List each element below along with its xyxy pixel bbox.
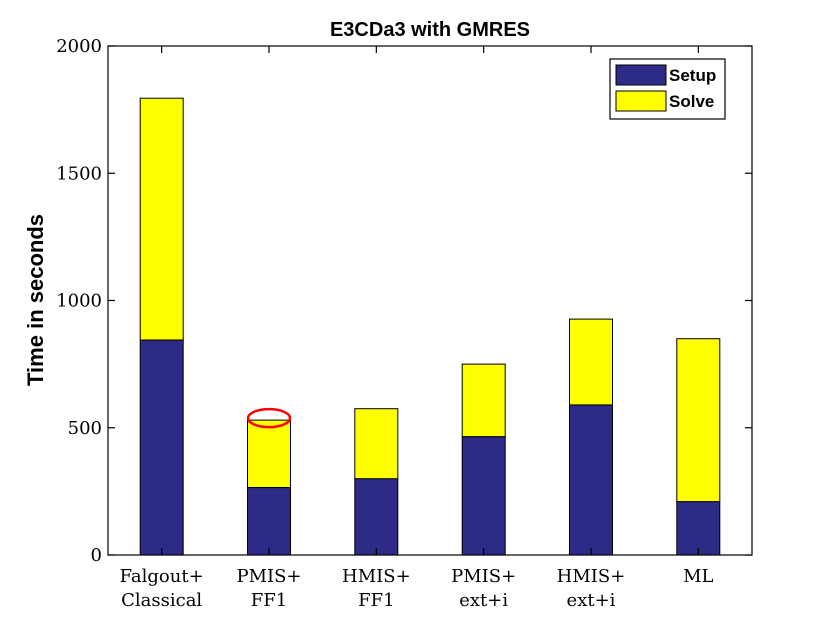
x-tick-label: PMIS+ [236, 566, 301, 587]
bar-setup-3 [461, 436, 506, 556]
y-tick-label: 2000 [56, 36, 102, 57]
x-tick-label: FF1 [358, 590, 394, 611]
legend-swatch-setup [615, 64, 667, 86]
bar-solve-4 [569, 318, 613, 406]
axes-group: 0 500 1000 1500 2000 Falgout+ Classical PMIS+ FF… [56, 36, 753, 611]
x-tick-label: ext+i [567, 590, 616, 611]
legend-label-solve: Solve [669, 92, 714, 111]
bar-setup-5 [676, 501, 721, 556]
x-tick-label: ML [683, 566, 713, 587]
legend-swatch-solve [615, 90, 667, 112]
plot-frame [107, 45, 753, 556]
x-tick-label: Falgout+ [120, 566, 204, 587]
bar-solve-5 [676, 338, 721, 503]
x-tick-label: HMIS+ [342, 566, 411, 587]
y-axis-label: Time in seconds [23, 214, 48, 386]
x-tick-label: PMIS+ [451, 566, 516, 587]
bars-group [139, 97, 721, 556]
x-tick-label: FF1 [251, 590, 287, 611]
legend-label-setup: Setup [669, 66, 716, 85]
y-tick-label: 1500 [56, 163, 102, 184]
bar-setup-1 [247, 487, 291, 556]
bar-solve-0 [139, 97, 184, 341]
x-tick-label: ext+i [459, 590, 508, 611]
y-tick-label: 1000 [56, 291, 102, 312]
bar-solve-2 [354, 408, 399, 480]
chart-title: E3CDa3 with GMRES [330, 19, 530, 41]
bar-setup-4 [569, 404, 613, 556]
legend: Setup Solve [609, 58, 726, 120]
x-tick-label: Classical [121, 590, 202, 611]
bar-setup-2 [354, 478, 399, 556]
highlight-ellipse [246, 407, 292, 429]
bar-solve-3 [461, 363, 506, 438]
bar-setup-0 [139, 339, 184, 556]
bar-solve-1 [247, 419, 291, 489]
x-tick-label: HMIS+ [557, 566, 626, 587]
y-tick-label: 500 [68, 418, 102, 439]
annotation-layer [246, 407, 292, 429]
y-tick-label: 0 [91, 545, 102, 566]
